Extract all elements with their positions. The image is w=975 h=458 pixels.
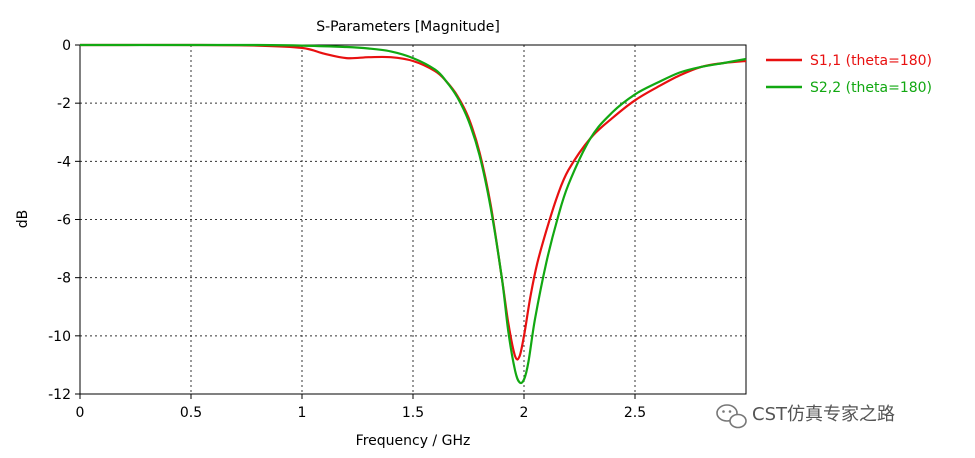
y-tick-label: -10 (48, 329, 71, 345)
y-tick-label: -8 (57, 271, 71, 287)
y-tick-label: -12 (48, 387, 71, 403)
x-tick-label: 0.5 (180, 405, 202, 421)
series-line-s22 (80, 43, 747, 385)
x-tick-label: 2.5 (624, 405, 646, 421)
x-axis-label: Frequency / GHz (356, 433, 471, 449)
series-lines (79, 43, 747, 385)
chart-title: S-Parameters [Magnitude] (316, 19, 500, 35)
x-tick-label: 1 (298, 405, 307, 421)
series-line-s11 (79, 43, 747, 361)
y-tick-label: -2 (57, 96, 71, 112)
x-tick-label: 0 (76, 405, 85, 421)
x-tick-label: 1.5 (402, 405, 424, 421)
y-axis-ticks: 0 -2 -4 -6 -8 -10 -12 (48, 38, 80, 403)
watermark: CST仿真专家之路 (716, 404, 895, 429)
y-tick-label: -6 (57, 213, 71, 229)
x-tick-label: 2 (520, 405, 529, 421)
y-axis-label: dB (15, 210, 31, 229)
grid (80, 45, 746, 394)
legend: S1,1 (theta=180) S2,2 (theta=180) (766, 53, 932, 96)
watermark-text: CST仿真专家之路 (752, 404, 895, 425)
legend-label: S1,1 (theta=180) (810, 53, 932, 69)
y-tick-label: -4 (57, 154, 71, 170)
wechat-icon (716, 404, 747, 429)
x-axis-ticks: 0 0.5 1 1.5 2 2.5 (76, 394, 646, 421)
y-tick-label: 0 (62, 38, 71, 54)
legend-label: S2,2 (theta=180) (810, 80, 932, 96)
